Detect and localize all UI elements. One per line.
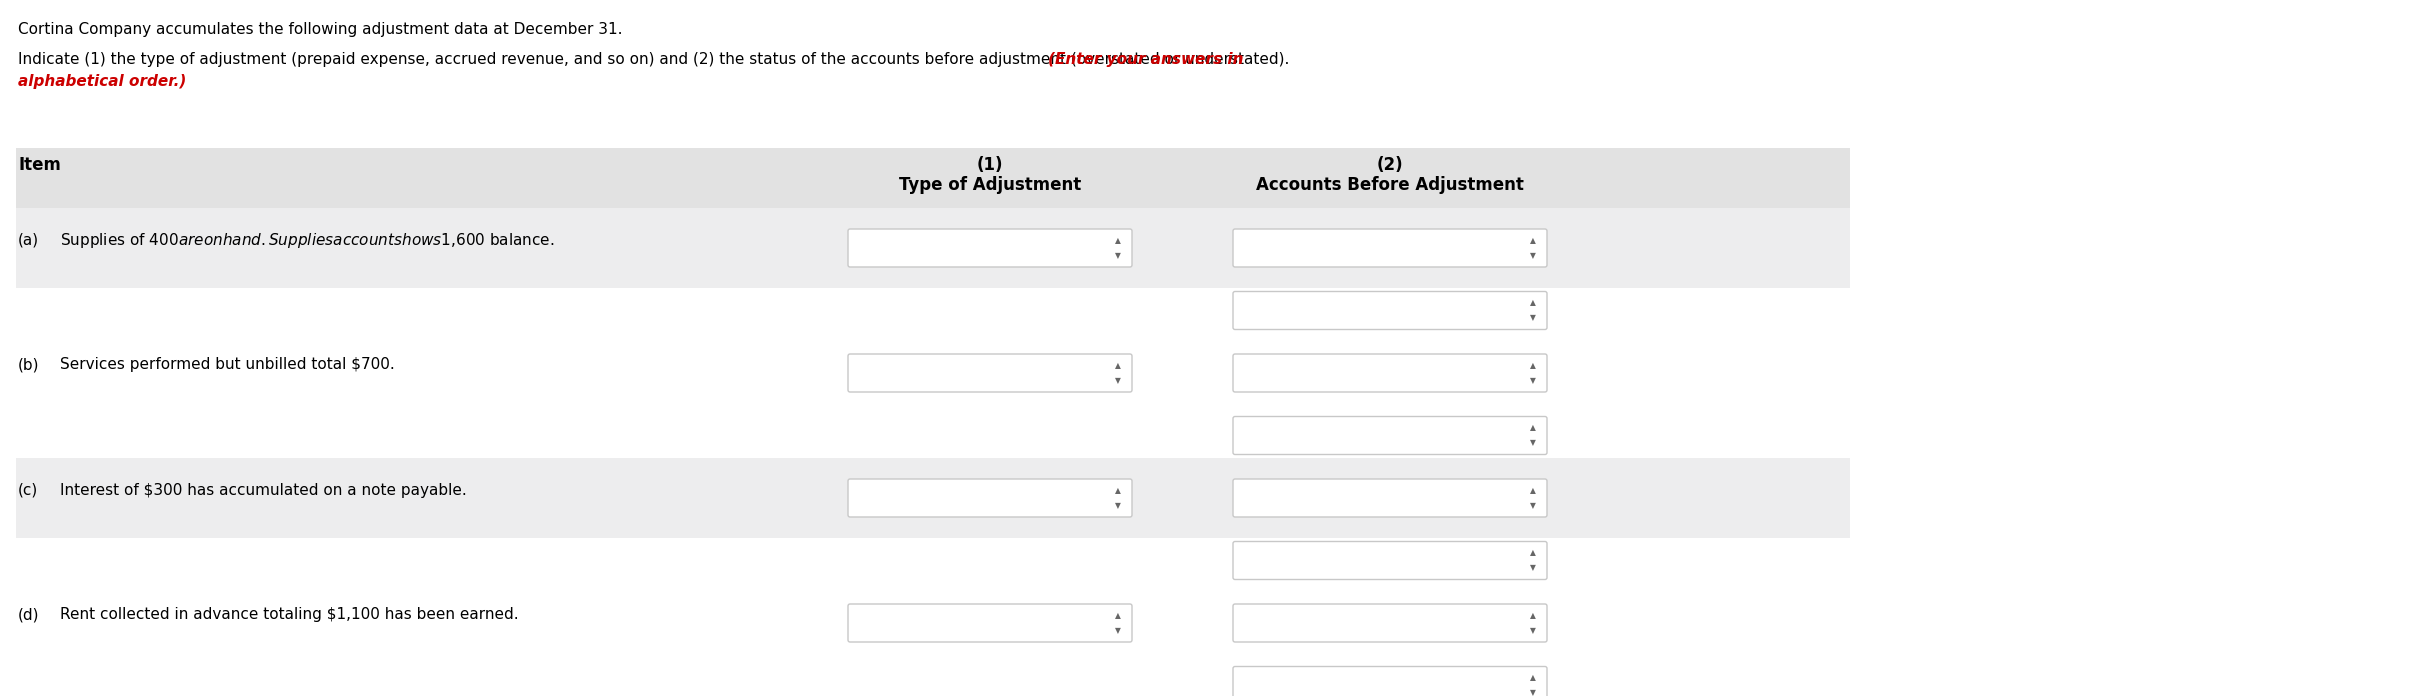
Text: ▼: ▼ <box>1529 501 1536 510</box>
Text: Indicate (1) the type of adjustment (prepaid expense, accrued revenue, and so on: Indicate (1) the type of adjustment (pre… <box>17 52 1295 67</box>
Bar <box>17 333 1850 413</box>
Text: Services performed but unbilled total $700.: Services performed but unbilled total $7… <box>60 358 396 372</box>
Text: Supplies of $400 are on hand. Supplies account shows $1,600 balance.: Supplies of $400 are on hand. Supplies a… <box>60 230 555 249</box>
Text: ▲: ▲ <box>1529 423 1536 432</box>
Bar <box>17 458 1850 538</box>
Text: (d): (d) <box>17 608 39 622</box>
FancyBboxPatch shape <box>849 229 1131 267</box>
Bar <box>17 413 1850 458</box>
Text: ▼: ▼ <box>1529 626 1536 635</box>
Text: ▲: ▲ <box>1114 361 1122 370</box>
FancyBboxPatch shape <box>1233 416 1546 454</box>
FancyBboxPatch shape <box>1233 667 1546 696</box>
Text: (b): (b) <box>17 358 39 372</box>
FancyBboxPatch shape <box>1233 479 1546 517</box>
Text: (a): (a) <box>17 232 39 248</box>
Text: ▲: ▲ <box>1529 674 1536 683</box>
FancyBboxPatch shape <box>1233 354 1546 392</box>
Text: ▲: ▲ <box>1114 486 1122 495</box>
Text: ▼: ▼ <box>1114 501 1122 510</box>
Bar <box>17 663 1850 696</box>
FancyBboxPatch shape <box>1233 541 1546 580</box>
Bar <box>17 583 1850 663</box>
Text: Cortina Company accumulates the following adjustment data at December 31.: Cortina Company accumulates the followin… <box>17 22 622 37</box>
FancyBboxPatch shape <box>1233 229 1546 267</box>
Text: ▼: ▼ <box>1529 313 1536 322</box>
Text: ▼: ▼ <box>1114 626 1122 635</box>
Text: Accounts Before Adjustment: Accounts Before Adjustment <box>1257 176 1524 194</box>
Text: ▲: ▲ <box>1529 299 1536 308</box>
Text: (2): (2) <box>1377 156 1404 174</box>
Text: ▲: ▲ <box>1114 236 1122 245</box>
Text: ▼: ▼ <box>1529 564 1536 573</box>
Text: ▼: ▼ <box>1529 688 1536 696</box>
Text: ▼: ▼ <box>1529 376 1536 385</box>
FancyBboxPatch shape <box>849 604 1131 642</box>
Text: ▲: ▲ <box>1529 361 1536 370</box>
Text: Interest of $300 has accumulated on a note payable.: Interest of $300 has accumulated on a no… <box>60 482 468 498</box>
Text: Type of Adjustment: Type of Adjustment <box>900 176 1081 194</box>
Text: ▲: ▲ <box>1529 486 1536 495</box>
Text: (c): (c) <box>17 482 39 498</box>
Text: ▼: ▼ <box>1529 438 1536 448</box>
Text: ▼: ▼ <box>1529 251 1536 260</box>
Text: ▲: ▲ <box>1529 236 1536 245</box>
FancyBboxPatch shape <box>849 479 1131 517</box>
Text: (Enter your answers in: (Enter your answers in <box>1047 52 1245 67</box>
Text: alphabetical order.): alphabetical order.) <box>17 74 186 89</box>
Bar <box>17 288 1850 333</box>
FancyBboxPatch shape <box>1233 292 1546 329</box>
Text: Item: Item <box>17 156 60 174</box>
Text: ▼: ▼ <box>1114 251 1122 260</box>
Text: ▲: ▲ <box>1529 548 1536 557</box>
Text: Rent collected in advance totaling $1,100 has been earned.: Rent collected in advance totaling $1,10… <box>60 608 519 622</box>
Text: ▲: ▲ <box>1114 611 1122 620</box>
Text: ▲: ▲ <box>1529 611 1536 620</box>
Text: (1): (1) <box>977 156 1003 174</box>
Text: ▼: ▼ <box>1114 376 1122 385</box>
FancyBboxPatch shape <box>1233 604 1546 642</box>
Bar <box>17 538 1850 583</box>
Bar <box>17 208 1850 288</box>
Bar <box>17 148 1850 208</box>
FancyBboxPatch shape <box>849 354 1131 392</box>
